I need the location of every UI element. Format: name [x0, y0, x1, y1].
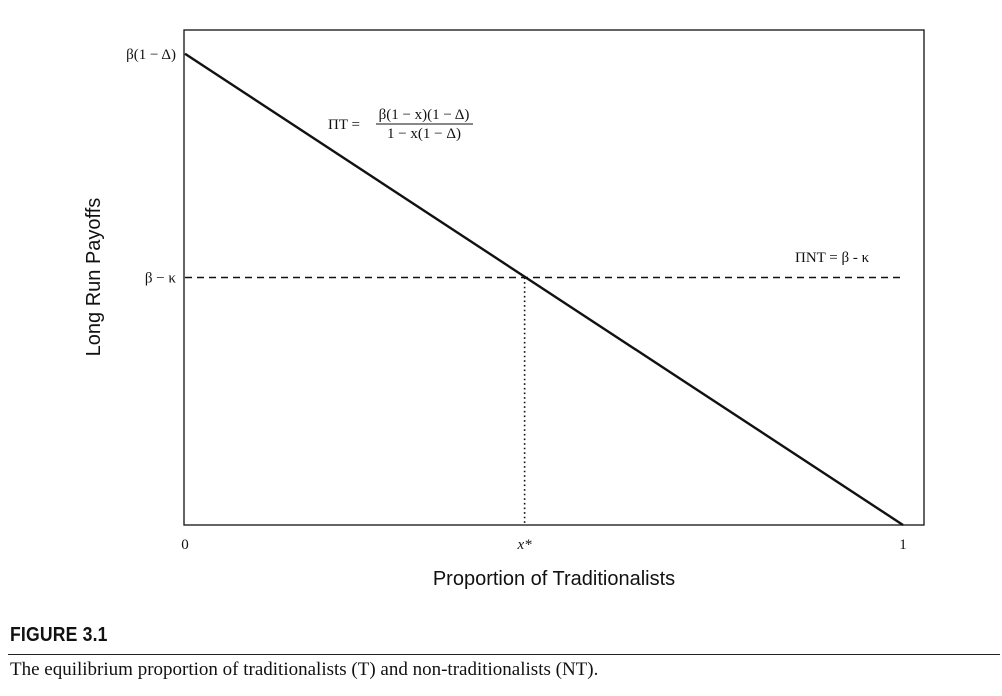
pi-t-formula-numerator: β(1 − x)(1 − Δ)	[379, 107, 470, 123]
figure-caption: The equilibrium proportion of traditiona…	[10, 659, 599, 680]
y-tick-label-beta-one-minus-delta: β(1 − Δ)	[126, 47, 176, 63]
pi-t-formula-denominator: 1 − x(1 − Δ)	[387, 126, 461, 142]
plot-frame	[183, 29, 925, 526]
pi-t-formula-annotation: ΠT = β(1 − x)(1 − Δ) 1 − x(1 − Δ)	[328, 107, 473, 142]
chart: β(1 − Δ) β − κ 0 x* 1 Proportion of Trad…	[83, 29, 925, 590]
x-tick-label-x-star: x*	[517, 537, 533, 553]
x-axis-title: Proportion of Traditionalists	[433, 568, 675, 590]
figure-label: FIGURE 3.1	[10, 624, 108, 646]
y-tick-label-beta-minus-kappa: β − κ	[145, 271, 177, 287]
pi-t-formula-lhs: ΠT =	[328, 117, 360, 133]
y-axis-title: Long Run Payoffs	[83, 198, 105, 357]
x-tick-label-zero: 0	[181, 537, 189, 553]
x-tick-label-one: 1	[899, 537, 907, 553]
figure-divider	[8, 654, 1000, 655]
pi-nt-formula-annotation: ΠNT = β - κ	[795, 250, 870, 266]
series-line-pi-t	[184, 52, 904, 527]
